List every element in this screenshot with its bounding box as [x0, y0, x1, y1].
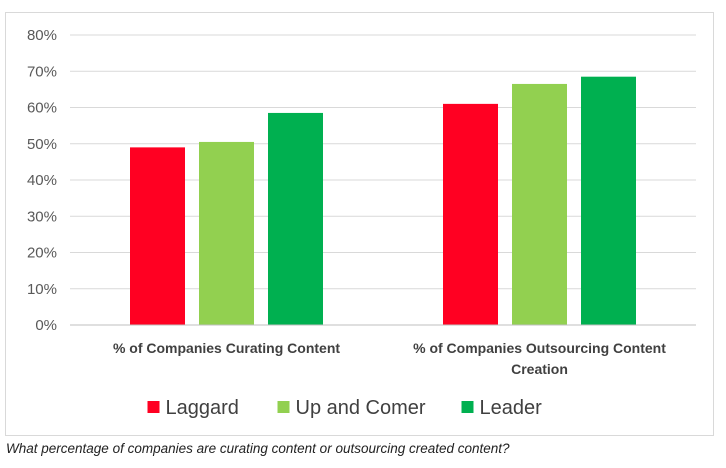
legend-label: Up and Comer	[296, 397, 426, 419]
y-tick-label: 20%	[27, 245, 57, 262]
x-category-label: % of Companies Curating Content	[113, 340, 340, 356]
x-category-label: Creation	[511, 361, 568, 377]
bar-leader	[581, 76, 636, 325]
y-tick-label: 70%	[27, 63, 57, 80]
y-tick-label: 10%	[27, 281, 57, 298]
bar-up-and-comer	[199, 141, 254, 325]
bar-laggard	[130, 147, 185, 325]
legend: Laggard Up and Comer Leader	[147, 397, 543, 419]
bars	[130, 76, 636, 325]
legend-swatch	[461, 401, 474, 413]
bar-laggard	[443, 103, 498, 325]
y-tick-label: 30%	[27, 208, 57, 225]
y-tick-label: 60%	[27, 100, 57, 117]
x-category-label: % of Companies Outsourcing Content	[413, 340, 666, 356]
chart-frame: 0% 10% 20% 30% 40% 50% 60% 70% 80% % of Companies…	[5, 12, 714, 436]
legend-label: Laggard	[166, 397, 239, 419]
figure-caption: What percentage of companies are curatin…	[6, 441, 510, 456]
y-tick-label: 0%	[35, 317, 57, 334]
axes: 0% 10% 20% 30% 40% 50% 60% 70% 80% % of Companies…	[27, 27, 696, 377]
legend-label: Leader	[480, 397, 543, 419]
y-tick-label: 40%	[27, 172, 57, 189]
y-tick-label: 80%	[27, 27, 57, 44]
legend-swatch	[147, 401, 160, 413]
bar-up-and-comer	[512, 83, 567, 325]
legend-swatch	[277, 401, 290, 413]
bar-leader	[268, 112, 323, 325]
y-tick-label: 50%	[27, 136, 57, 153]
bar-chart: 0% 10% 20% 30% 40% 50% 60% 70% 80% % of Companies…	[27, 27, 696, 419]
